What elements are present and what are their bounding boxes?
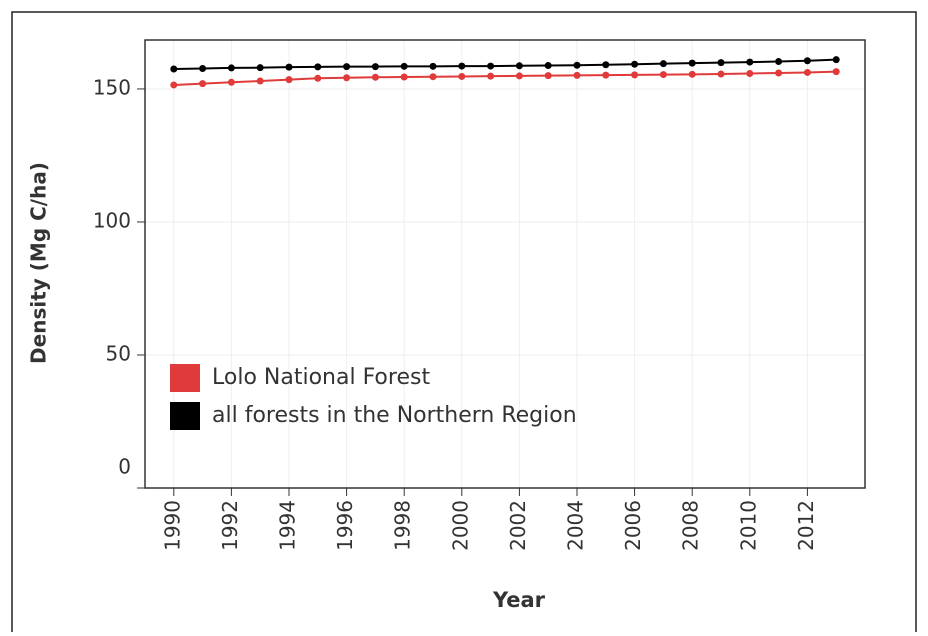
data-point (602, 71, 610, 79)
x-tick-label: 1998 (391, 500, 415, 551)
data-point (227, 78, 235, 86)
data-point (285, 76, 293, 84)
x-tick-label: 1994 (276, 500, 300, 551)
data-point (832, 56, 840, 64)
data-point (803, 68, 811, 76)
data-point (631, 60, 639, 68)
data-point (573, 71, 581, 79)
data-point (746, 58, 754, 66)
data-point (544, 62, 552, 70)
data-point (429, 62, 437, 70)
data-point (803, 57, 811, 65)
data-point (285, 63, 293, 71)
data-point (343, 74, 351, 82)
data-point (717, 59, 725, 67)
data-point (602, 61, 610, 69)
data-point (515, 62, 523, 70)
y-tick-label: 100 (93, 208, 131, 232)
frame (11, 11, 917, 636)
data-point (400, 62, 408, 70)
data-point (458, 62, 466, 70)
data-point (371, 63, 379, 71)
legend-label: Lolo National Forest (212, 365, 430, 390)
data-point (688, 70, 696, 78)
data-point (746, 70, 754, 78)
legend-swatch (170, 364, 200, 392)
y-tick-label: 0 (118, 455, 131, 479)
data-point (400, 73, 408, 81)
legend-label: all forests in the Northern Region (212, 403, 577, 428)
x-tick-label: 2010 (736, 500, 760, 551)
data-point (199, 64, 207, 72)
x-tick-label: 2006 (621, 500, 645, 551)
data-point (314, 74, 322, 82)
data-point (544, 72, 552, 80)
data-point (717, 70, 725, 78)
series-line (173, 58, 837, 70)
legend-swatch (170, 402, 200, 430)
data-point (631, 71, 639, 79)
data-point (458, 72, 466, 80)
data-point (170, 81, 178, 89)
data-point (314, 63, 322, 71)
data-point (170, 65, 178, 73)
x-tick-label: 1992 (218, 500, 242, 551)
data-point (429, 73, 437, 81)
data-point (659, 71, 667, 79)
data-point (688, 59, 696, 67)
data-point (515, 72, 523, 80)
y-tick-label: 150 (93, 75, 131, 99)
data-point (487, 72, 495, 80)
data-point (775, 58, 783, 66)
data-point (343, 63, 351, 71)
x-tick-label: 2002 (506, 500, 530, 551)
data-point (371, 73, 379, 81)
data-point (832, 68, 840, 76)
series-line (173, 70, 837, 86)
data-point (659, 60, 667, 68)
data-point (199, 80, 207, 88)
x-tick-label: 2012 (794, 500, 818, 551)
data-point (256, 64, 264, 72)
x-tick-label: 2008 (679, 500, 703, 551)
y-tick-label: 50 (106, 341, 131, 365)
y-axis-title: Density (Mg C/ha) (27, 162, 51, 364)
data-point (573, 61, 581, 69)
x-tick-label: 2004 (564, 500, 588, 551)
data-point (775, 69, 783, 77)
data-point (487, 62, 495, 70)
x-axis-title: Year (492, 588, 546, 612)
data-point (227, 64, 235, 72)
data-point (256, 77, 264, 85)
x-tick-label: 1990 (160, 500, 184, 551)
plot-border (144, 39, 866, 489)
x-tick-label: 2000 (448, 500, 472, 551)
x-tick-label: 1996 (333, 500, 357, 551)
